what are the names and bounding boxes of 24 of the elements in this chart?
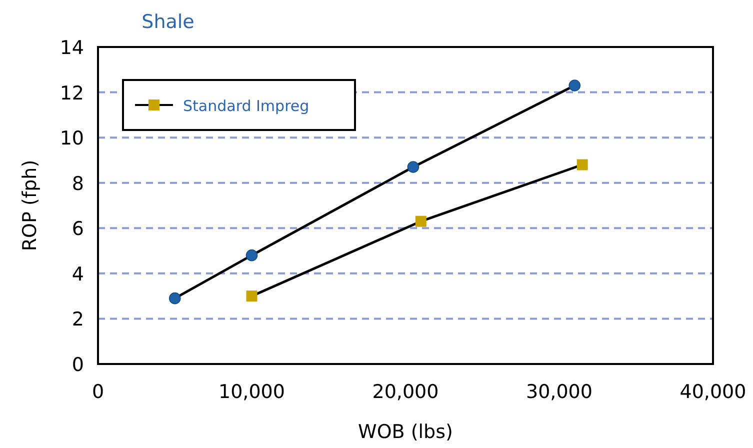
point: [246, 290, 258, 302]
x-tick-label: 0: [92, 381, 104, 403]
y-tick-label: 2: [72, 308, 84, 331]
y-axis-title: ROP (fph): [19, 160, 41, 252]
y-tick-label: 8: [72, 172, 84, 195]
point: [576, 159, 588, 170]
x-axis-title: WOB (lbs): [358, 421, 453, 443]
x-tick-label: 30,000: [526, 381, 592, 403]
x-tick-label: 10,000: [218, 381, 285, 403]
x-tick-label: 20,000: [372, 381, 439, 403]
y-tick-label: 0: [72, 354, 84, 376]
x-tick-label: 40,000: [680, 381, 746, 403]
point: [415, 216, 426, 227]
chart-title: Shale: [142, 11, 194, 33]
point: [246, 249, 258, 262]
y-tick-label: 14: [60, 37, 84, 59]
point: [168, 292, 181, 304]
y-tick-label: 4: [72, 263, 84, 286]
point: [568, 80, 581, 92]
y-tick-label: 12: [60, 82, 84, 104]
point: [407, 161, 420, 173]
legend-label: Standard Impreg: [183, 97, 310, 115]
y-tick-label: 6: [72, 218, 84, 240]
y-tick-label: 10: [60, 128, 84, 150]
